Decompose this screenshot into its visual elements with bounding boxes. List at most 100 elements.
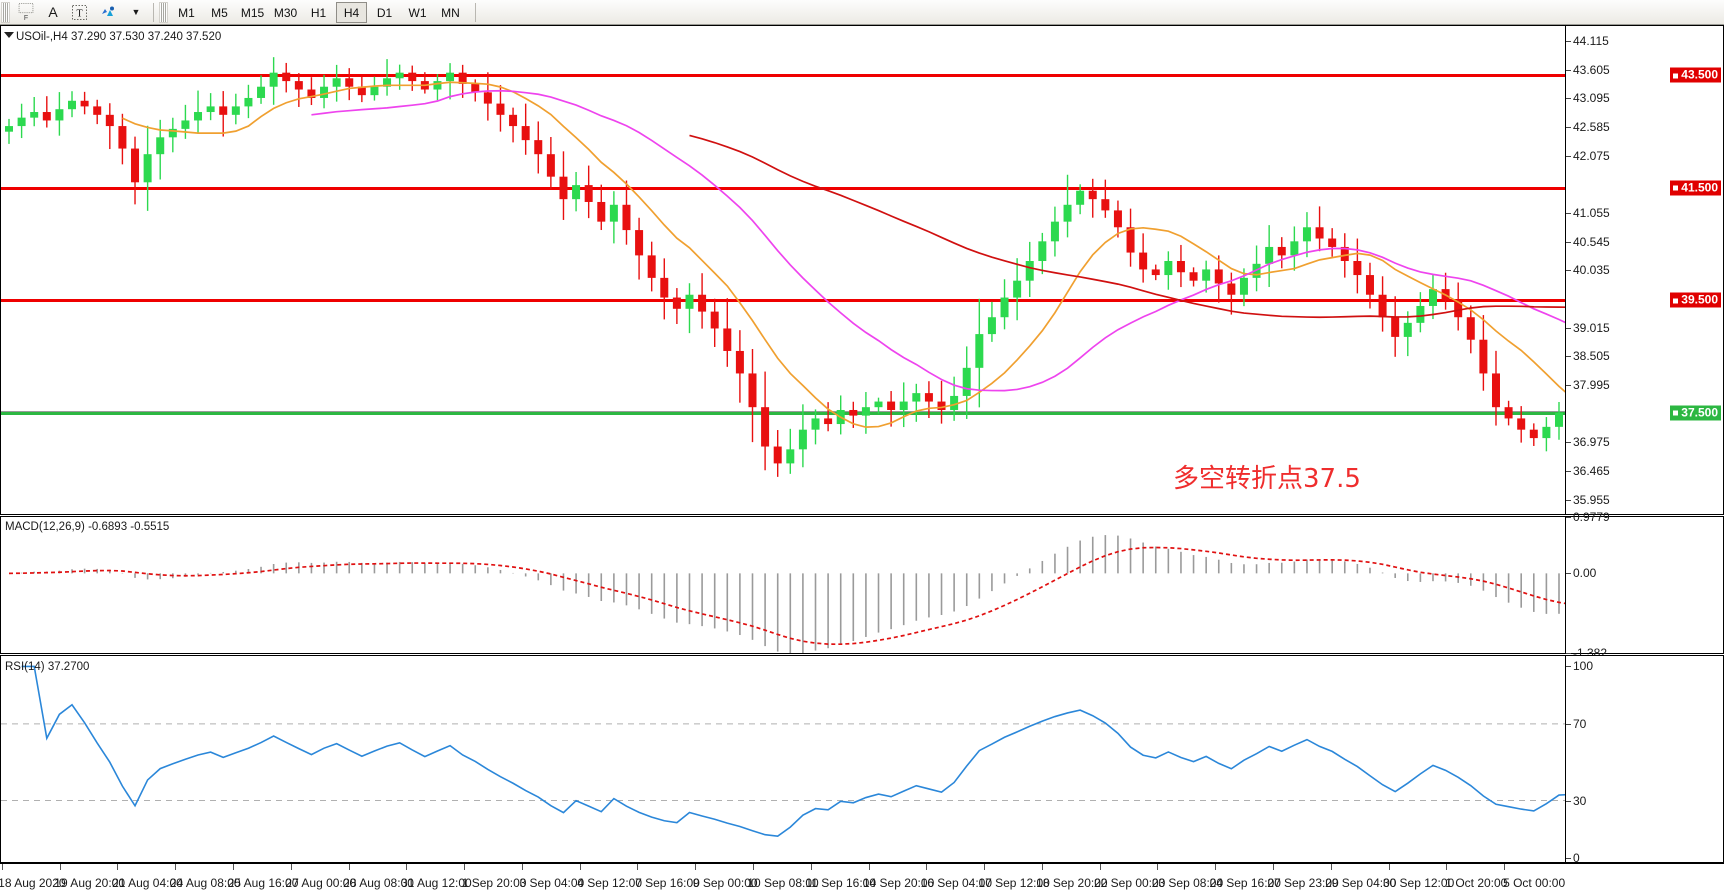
timeframe-h4[interactable]: H4 [336,1,367,23]
axis-tick [1566,69,1571,71]
timeframe-m30[interactable]: M30 [273,5,298,20]
time-tick [810,864,812,870]
dropdown-arrow-icon[interactable]: ▼ [131,7,141,17]
axis-tick [1566,241,1571,243]
pane-collapse-icon[interactable] [4,32,14,38]
axis-label: 40.035 [1573,263,1610,278]
axis-tick [1566,499,1571,501]
axis-label: 44.115 [1573,33,1609,48]
timeframe-d1[interactable]: D1 [376,5,393,20]
time-axis-label: 31 Aug 12:00 [400,876,472,890]
price-level-tag[interactable]: 43.500 [1670,67,1721,83]
time-axis-label: 7 Sep 16:00 [635,876,700,890]
time-axis-label: 9 Sep 00:00 [692,876,758,890]
axis-tick [1566,573,1571,575]
axis-tick [1566,653,1571,654]
axis-tick [1566,470,1571,472]
time-axis-label: 17 Sep 12:00 [978,876,1050,890]
time-tick [1504,864,1506,870]
time-tick [1215,864,1217,870]
time-tick [406,864,408,870]
axis-label: 42.075 [1573,148,1610,163]
time-axis[interactable]: 18 Aug 2020 19 Aug 20:00 21 Aug 04:00 24 Au… [0,863,1724,895]
resistance-line[interactable] [1,74,1565,78]
axis-label: 39.015 [1573,320,1610,335]
time-axis-label: 24 Aug 08:00 [169,876,241,890]
support-line[interactable] [1,411,1565,415]
time-axis-label: 25 Aug 16:00 [227,876,299,890]
rsi-layer [1,665,1565,838]
rsi-line [21,665,1565,838]
time-axis-label: 22 Sep 00:00 [1093,876,1166,890]
level-handle-icon [1673,185,1679,191]
axis-tick [1566,666,1571,668]
time-tick [59,864,61,870]
time-tick [1157,864,1159,870]
time-tick [233,864,234,870]
timeframe-grip-handle[interactable] [159,1,168,23]
price-chart-pane[interactable]: 多空转折点37.5 44.115 43.605 43.095 42.585 42.075… [0,25,1724,515]
rsi-pane[interactable]: 100 70 30 0 [0,655,1724,865]
resistance-line[interactable] [1,299,1565,303]
axis-tick [1566,270,1571,272]
price-level-tag[interactable]: 39.500 [1670,292,1721,308]
axis-label: 35.955 [1573,492,1610,507]
time-tick [984,864,986,870]
time-axis-label: 27 Sep 23:00 [1267,876,1339,890]
axis-tick [1566,517,1571,518]
price-level-tag[interactable]: 41.500 [1670,180,1721,196]
time-axis-label: 3 Sep 04:00 [519,876,585,890]
axis-tick [1566,126,1571,128]
time-tick [1273,864,1274,870]
time-axis-label: 21 Aug 04:00 [112,876,183,890]
time-axis-label: 4 Sep 12:00 [577,876,643,890]
timeframe-m5[interactable]: M5 [211,5,228,20]
svg-text:T: T [76,8,82,19]
timeframe-w1[interactable]: W1 [408,5,427,20]
time-axis-label: 23 Sep 08:00 [1151,876,1224,890]
timeframe-h1[interactable]: H1 [310,5,327,20]
macd-layer [8,535,1565,653]
time-tick [290,864,292,870]
text-tool-icon[interactable]: A [48,4,58,20]
axis-label: 0.00 [1573,566,1597,581]
macd-pane[interactable]: 0.9779 0.00 -1.382 [0,510,1724,660]
axis-label: 40.545 [1573,234,1610,249]
axis-label: 38.505 [1573,349,1610,364]
time-tick [464,864,466,870]
time-axis-label: 1 Sep 20:00 [461,876,527,890]
time-tick [1446,864,1448,870]
macd-axis[interactable]: 0.9779 0.00 -1.382 [1565,510,1723,660]
time-tick [926,864,928,870]
axis-label: 0 [1573,851,1580,865]
time-axis-label: 28 Aug 08:00 [343,876,414,890]
time-axis-label: 27 Aug 00:00 [285,876,357,890]
macd-plot-area[interactable] [1,517,1565,653]
time-tick [1099,864,1101,870]
axis-label: 42.585 [1573,119,1610,134]
rsi-pane-title: RSI(14) 37.2700 [5,661,90,673]
timeframe-m1[interactable]: M1 [178,5,195,20]
toolbar-grip-handle[interactable] [1,1,10,23]
rsi-axis[interactable]: 100 70 30 0 [1565,656,1723,865]
time-axis-label: 29 Sep 04:00 [1325,876,1397,890]
time-axis-label: 5 Oct 00:00 [1503,876,1566,890]
rsi-plot-area[interactable] [1,656,1565,862]
crosshair-f-icon[interactable]: F [13,2,39,23]
timeframe-m15[interactable]: M15 [240,5,265,20]
indicators-icon[interactable] [94,2,122,23]
time-tick [1041,864,1043,870]
moving-average-line [122,81,1565,428]
time-axis-label: 24 Sep 16:00 [1209,876,1281,890]
timeframe-mn[interactable]: MN [441,5,460,20]
time-axis-label: 18 Aug 2020 [0,876,66,890]
time-axis-label: 18 Sep 20:00 [1036,876,1108,890]
price-axis[interactable]: 44.115 43.605 43.095 42.585 42.075 41.055 40.5… [1565,26,1723,514]
axis-tick [1566,442,1571,444]
price-plot-area[interactable]: 多空转折点37.5 [1,26,1565,514]
axis-label: 41.055 [1573,205,1610,220]
time-tick [521,864,523,870]
text-label-icon[interactable]: T [67,2,92,23]
price-level-tag[interactable]: 37.500 [1670,405,1721,421]
resistance-line[interactable] [1,186,1565,190]
